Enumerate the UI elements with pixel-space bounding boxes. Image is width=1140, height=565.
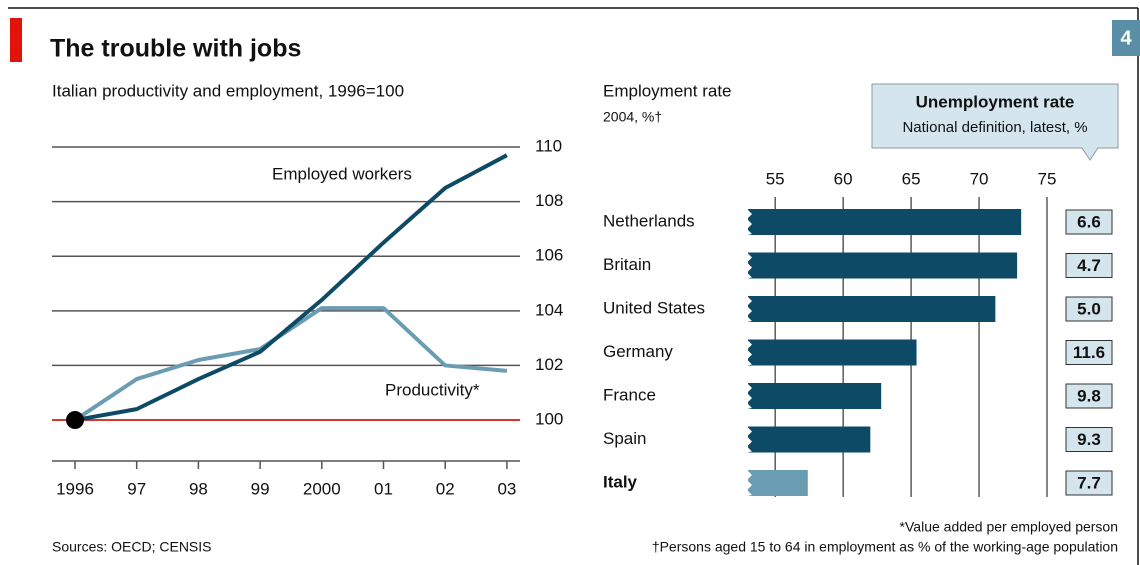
category-label: France [603,385,656,404]
series-label: Productivity* [385,380,480,399]
unemployment-subtitle: National definition, latest, % [902,119,1087,136]
x-tick-label: 65 [902,169,921,188]
bar [748,296,996,322]
bar-break [747,209,752,235]
unemployment-box [1065,340,1113,365]
bar [748,339,917,366]
unemployment-value: 9.8 [1077,386,1101,405]
unemployment-box [1065,253,1113,278]
unemployment-value: 9.3 [1077,430,1101,449]
line-series [74,153,508,423]
category-label: Italy [603,472,638,491]
bar-break [747,383,752,409]
unemployment-value: 7.7 [1077,473,1101,492]
unemployment-box [1065,427,1113,452]
x-tick-label: 99 [251,479,270,498]
unemployment-title: Unemployment rate [916,92,1075,111]
x-tick-label: 02 [436,479,455,498]
sources: Sources: OECD; CENSIS [52,539,212,555]
line-subtitle: Italian productivity and employment, 199… [52,81,404,100]
bar [748,209,1022,235]
bar-break [747,252,752,279]
bar [748,252,1018,279]
unemployment-value: 5.0 [1077,299,1101,318]
x-tick-label: 97 [127,479,146,498]
start-dot [66,411,84,430]
y-tick-label: 106 [535,246,563,265]
unemployment-value: 6.6 [1077,212,1101,231]
bar-break [747,470,752,496]
x-tick-label: 70 [970,169,989,188]
x-tick-label: 01 [374,479,393,498]
y-tick-label: 100 [535,410,563,429]
page-title: The trouble with jobs [50,35,301,63]
y-tick-label: 110 [535,136,562,155]
red-tag [10,18,22,62]
footnote: *Value added per employed person [900,519,1118,535]
category-label: Spain [603,429,646,448]
unemployment-value: 4.7 [1077,256,1101,275]
page-number-box [1112,20,1140,56]
x-tick-label: 60 [834,169,853,188]
bar [748,470,808,496]
bar-break [747,426,752,453]
series-label: Employed workers [272,164,412,183]
x-tick-label: 55 [766,169,785,188]
category-label: Netherlands [603,211,695,230]
unemployment-callout [871,83,1119,161]
footnote: †Persons aged 15 to 64 in employment as … [652,539,1118,555]
bar-break [747,339,752,366]
bar [748,383,882,409]
y-tick-label: 104 [535,300,563,319]
category-label: Germany [603,342,673,361]
y-tick-label: 108 [535,191,563,210]
unemployment-value: 11.6 [1073,343,1105,362]
unemployment-box [1065,383,1113,409]
unemployment-box [1065,296,1113,322]
x-tick-label: 2000 [303,479,341,498]
unemployment-box [1065,209,1113,235]
category-label: Britain [603,255,651,274]
x-tick-label: 03 [497,479,516,498]
x-tick-label: 1996 [56,479,94,498]
line-series [73,306,508,422]
page-number: 4 [1120,27,1132,49]
category-label: United States [603,298,705,317]
bar-title: Employment rate [603,81,732,100]
bar-subtitle: 2004, %† [603,109,662,125]
bar [748,426,871,453]
x-tick-label: 75 [1038,169,1057,188]
bar-break [747,296,752,322]
x-tick-label: 98 [189,479,208,498]
y-tick-label: 102 [535,355,563,374]
unemployment-box [1065,470,1113,496]
